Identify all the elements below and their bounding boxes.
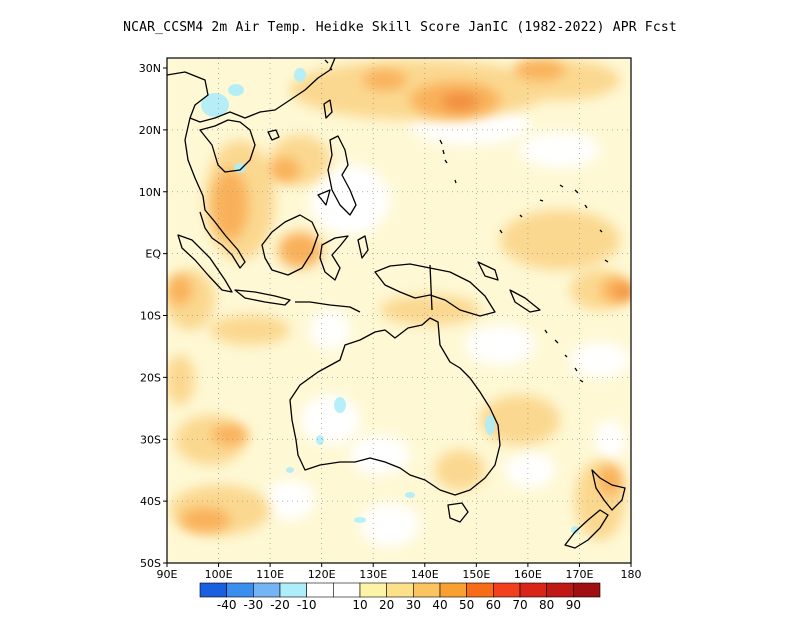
y-tick-label: 20N [139,124,161,137]
colorbar-label: -30 [244,598,264,612]
colorbar-swatch [493,582,521,598]
colorbar-swatch [519,582,547,598]
y-tick-label: EQ [145,248,161,261]
y-tick-label: 10S [140,310,161,323]
x-axis: 90E 100E 110E 120E 130E 140E 150E 160E 170E 180 [157,563,642,581]
colorbar-label: 20 [379,598,394,612]
colorbar-label: 40 [432,598,447,612]
colorbar-label: 30 [406,598,421,612]
colorbar-swatch [466,582,494,598]
colorbar-swatch [439,582,467,598]
colorbar-swatch [573,582,601,598]
colorbar-label: 60 [486,598,501,612]
colorbar-label: -10 [297,598,317,612]
colorbar-swatch [386,582,414,598]
y-axis: 30N 20N 10N EQ 10S 20S 30S 40S 50S [139,62,167,570]
x-tick-label: 150E [462,568,490,581]
x-tick-label: 130E [359,568,387,581]
map-title: NCAR_CCSM4 2m Air Temp. Heidke Skill Sco… [123,20,677,35]
colorbar: -40 -30 -20 -10 10 20 30 40 50 60 70 80 90 [199,582,601,612]
colorbar-label: -20 [270,598,290,612]
colorbar-swatch [546,582,574,598]
colorbar-swatch [413,582,441,598]
y-tick-label: 40S [140,495,161,508]
colorbar-label: 50 [459,598,474,612]
colorbar-swatch [333,582,361,598]
x-tick-label: 120E [308,568,336,581]
x-tick-label: 110E [256,568,284,581]
x-tick-label: 140E [411,568,439,581]
y-tick-label: 30N [139,62,161,75]
gridlines [167,58,631,563]
colorbar-swatch [253,582,281,598]
plot-frame [166,57,632,564]
x-tick-label: 100E [205,568,233,581]
y-tick-label: 20S [140,371,161,384]
coastlines [167,58,626,549]
colorbar-label: 70 [512,598,527,612]
colorbar-swatch [226,582,254,598]
y-tick-label: 10N [139,186,161,199]
colorbar-label: 10 [352,598,367,612]
y-tick-label: 30S [140,433,161,446]
x-tick-label: 180 [621,568,642,581]
x-tick-label: 170E [565,568,593,581]
colorbar-label: 80 [539,598,554,612]
colorbar-swatch [199,582,227,598]
x-tick-label: 160E [514,568,542,581]
colorbar-swatch [279,582,307,598]
x-tick-label: 90E [157,568,178,581]
colorbar-label: 90 [566,598,581,612]
skill-field [167,58,631,563]
colorbar-swatch [306,582,334,598]
colorbar-swatch [359,582,387,598]
y-tick-label: 50S [140,557,161,570]
colorbar-label: -40 [217,598,237,612]
